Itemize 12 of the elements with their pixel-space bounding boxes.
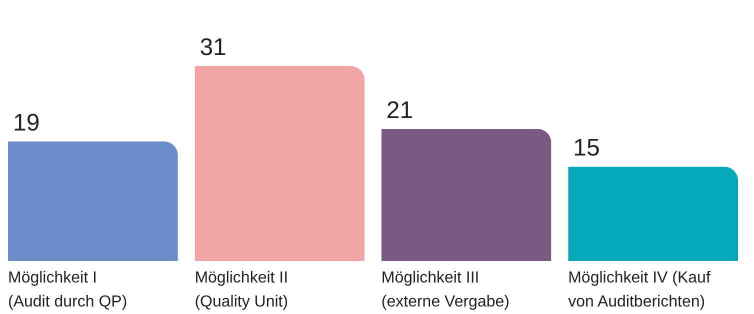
x-tick-label: Möglichkeit III (externe Vergabe) [381,270,510,310]
data-label: 19 [13,109,40,136]
data-label: 15 [573,134,600,162]
x-tick-label: Möglichkeit IV (Kauf von Auditberichten) [568,270,711,310]
bar [8,141,178,261]
x-tick-label: Möglichkeit II (Quality Unit) [194,270,288,310]
data-label: 21 [386,96,414,124]
bar [381,128,552,261]
x-tick-label: Möglichkeit I (Audit durch QP) [8,270,128,310]
bar [568,166,738,261]
data-label: 31 [200,34,226,61]
bar [194,66,365,261]
